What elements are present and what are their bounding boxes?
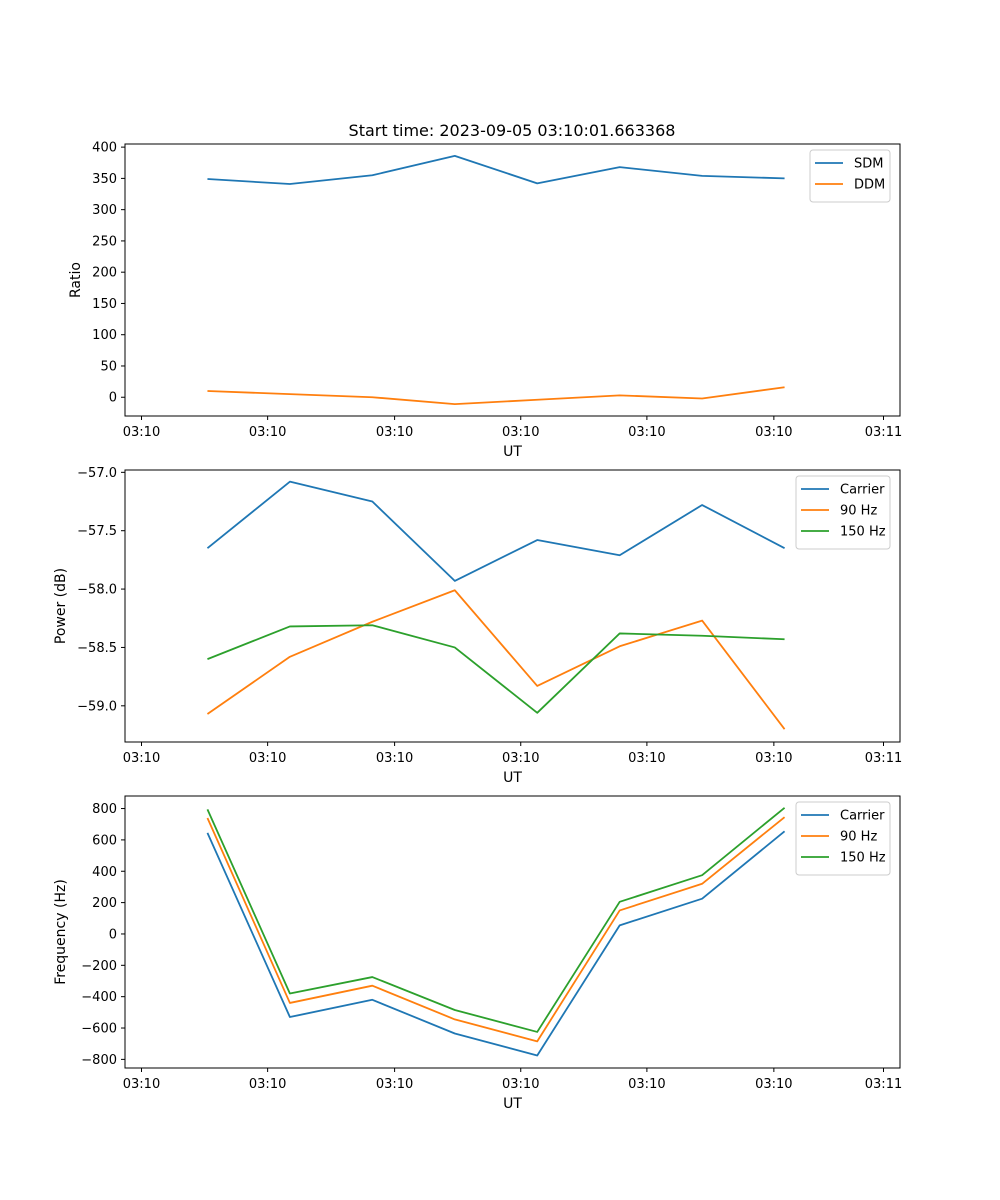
y-tick-label: 350 <box>92 172 117 187</box>
y-tick-label: −59.0 <box>77 699 117 714</box>
y-tick-label: 400 <box>92 141 117 156</box>
x-tick-label: 03:10 <box>376 751 413 766</box>
series-line-carrier <box>206 830 786 1057</box>
y-tick-label: 0 <box>109 927 117 942</box>
y-tick-label: −58.5 <box>77 641 117 656</box>
y-tick-label: 250 <box>92 234 117 249</box>
y-tick-label: 0 <box>109 391 117 406</box>
x-tick-label: 03:10 <box>123 1077 160 1092</box>
x-tick-label: 03:10 <box>123 425 160 440</box>
legend: Carrier 90 Hz 150 Hz <box>795 801 891 876</box>
legend: Carrier 90 Hz 150 Hz <box>795 475 891 550</box>
x-tick-label: 03:10 <box>376 425 413 440</box>
legend-entry: SDM <box>854 157 883 172</box>
x-tick-label: 03:10 <box>628 425 665 440</box>
y-tick-label: 200 <box>92 896 117 911</box>
y-tick-label: 300 <box>92 203 117 218</box>
y-tick-label: 200 <box>92 266 117 281</box>
x-axis-label: UT <box>503 1096 522 1112</box>
legend-entry: 150 Hz <box>840 525 886 540</box>
x-tick-label: 03:10 <box>502 425 539 440</box>
y-tick-label: 100 <box>92 328 117 343</box>
y-tick-label: −58.0 <box>77 583 117 598</box>
axes-frame <box>124 469 901 743</box>
series-line-150-hz <box>207 624 785 714</box>
y-tick-label: 600 <box>92 833 117 848</box>
x-axis-label: UT <box>503 770 522 786</box>
y-tick-label: −800 <box>81 1053 117 1068</box>
y-tick-label: −57.5 <box>77 524 117 539</box>
axes-frame <box>124 143 901 417</box>
legend-entry: 90 Hz <box>840 504 877 519</box>
axes-frame <box>124 795 901 1069</box>
x-axis-label: UT <box>503 444 522 460</box>
y-tick-label: −57.0 <box>77 466 117 481</box>
series-line-90-hz <box>206 589 786 730</box>
y-tick-label: −200 <box>81 959 117 974</box>
y-axis-label: Power (dB) <box>53 568 69 644</box>
figure-title: Start time: 2023-09-05 03:10:01.663368 <box>349 121 676 140</box>
legend-entry: DDM <box>854 178 885 193</box>
x-tick-label: 03:10 <box>376 1077 413 1092</box>
subplot-1: 0 50 100 150 200 250 300 350 400 03:10 03:10 03:10 0… <box>68 141 902 460</box>
subplot-2: −59.0 −58.5 −58.0 −57.5 −57.0 03:10 03:10 03:10… <box>53 466 902 786</box>
y-axis-label: Ratio <box>68 262 84 298</box>
x-tick-label: 03:10 <box>502 1077 539 1092</box>
series-line-90-hz <box>206 816 786 1043</box>
y-axis-label: Frequency (Hz) <box>53 879 69 985</box>
legend-entry: 90 Hz <box>840 830 877 845</box>
x-tick-label: 03:10 <box>249 751 286 766</box>
legend: SDM DDM <box>809 149 891 203</box>
series-line-sdm <box>207 154 785 185</box>
series-line-ddm <box>207 386 785 406</box>
x-tick-label: 03:10 <box>249 1077 286 1092</box>
legend-entry: Carrier <box>840 483 885 498</box>
x-tick-label: 03:11 <box>865 751 902 766</box>
y-tick-label: −600 <box>81 1022 117 1037</box>
x-tick-label: 03:10 <box>628 1077 665 1092</box>
series-line-carrier <box>206 480 785 582</box>
x-tick-label: 03:10 <box>755 751 792 766</box>
y-tick-label: 800 <box>92 802 117 817</box>
x-tick-label: 03:10 <box>755 1077 792 1092</box>
subplots: 0 50 100 150 200 250 300 350 400 03:10 03:10 03:10 0… <box>53 141 902 1112</box>
series-line-150-hz <box>206 807 786 1033</box>
x-tick-label: 03:10 <box>628 751 665 766</box>
y-tick-label: 150 <box>92 297 117 312</box>
y-tick-label: 400 <box>92 865 117 880</box>
y-tick-label: −400 <box>81 990 117 1005</box>
x-tick-label: 03:10 <box>755 425 792 440</box>
x-tick-label: 03:11 <box>865 1077 902 1092</box>
x-tick-label: 03:11 <box>865 425 902 440</box>
x-tick-label: 03:10 <box>249 425 286 440</box>
subplot-3: −800 −600 −400 −200 0 200 400 600 800 03:10 03:10 0… <box>53 795 902 1112</box>
legend-entry: 150 Hz <box>840 851 886 866</box>
x-tick-label: 03:10 <box>123 751 160 766</box>
legend-entry: Carrier <box>840 809 885 824</box>
y-tick-label: 50 <box>100 359 117 374</box>
x-tick-label: 03:10 <box>502 751 539 766</box>
